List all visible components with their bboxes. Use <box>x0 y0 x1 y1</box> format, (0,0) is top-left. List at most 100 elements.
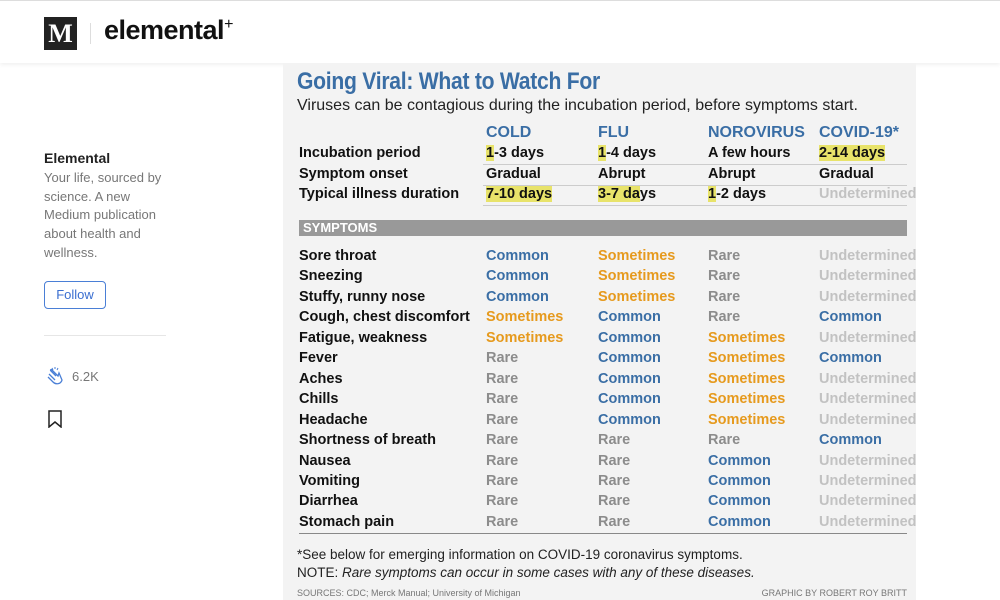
symptom-frequency: Sometimes <box>708 370 786 387</box>
sources: SOURCES: CDC; Merck Manual; University o… <box>297 588 521 598</box>
divider <box>90 23 91 44</box>
value: Abrupt <box>598 165 646 182</box>
overview-cell: A few hours <box>708 145 790 161</box>
symptom-label: Stuffy, runny nose <box>299 288 426 305</box>
row-divider <box>483 184 907 186</box>
symptom-frequency: Common <box>708 472 771 489</box>
overview-row: Typical illness duration 7-10 days 3-7 day… <box>299 186 917 206</box>
overview-cell: Gradual <box>486 166 541 182</box>
symptom-row: Stomach pain Rare Rare Common Undetermined <box>299 513 917 534</box>
value: -3 days <box>494 145 545 161</box>
symptom-frequency: Rare <box>486 493 519 510</box>
bookmark-button[interactable] <box>48 409 169 433</box>
symptom-label: Nausea <box>299 452 351 469</box>
symptom-label: Stomach pain <box>299 513 395 530</box>
publication-name[interactable]: Elemental <box>44 150 111 166</box>
medium-logo[interactable]: M <box>44 17 77 50</box>
symptoms-header: SYMPTOMS <box>299 220 907 236</box>
row-divider <box>483 164 907 165</box>
divider <box>44 334 166 336</box>
note-prefix: NOTE: <box>297 565 343 580</box>
publication-logo[interactable]: elemental+ <box>104 15 233 46</box>
symptom-label: Aches <box>299 370 343 387</box>
symptom-label: Headache <box>299 411 368 428</box>
symptom-frequency: Common <box>819 350 882 367</box>
symptom-frequency: Rare <box>598 513 631 530</box>
credit: GRAPHIC BY ROBERT ROY BRITT <box>761 588 907 598</box>
symptom-frequency: Sometimes <box>598 268 676 285</box>
symptom-frequency: Common <box>598 370 661 387</box>
symptom-label: Fatigue, weakness <box>299 329 428 346</box>
row-label: Symptom onset <box>299 165 408 182</box>
bookmark-icon[interactable] <box>48 409 62 429</box>
symptom-frequency: Common <box>819 309 882 326</box>
top-bar: M elemental+ <box>0 0 1000 63</box>
overview-cell: 1-2 days <box>708 186 766 202</box>
symptom-frequency: Undetermined <box>819 329 917 346</box>
highlighted-value: 3-7 da <box>598 186 640 202</box>
symptom-frequency: Common <box>598 309 661 326</box>
brand-text: elemental <box>104 15 225 45</box>
publication-sidebar: Elemental Your life, sourced by science.… <box>44 150 169 433</box>
symptom-frequency: Common <box>598 391 661 408</box>
symptom-row: Nausea Rare Rare Common Undetermined <box>299 452 917 473</box>
graphic-subtitle: Viruses can be contagious during the inc… <box>297 97 858 114</box>
infographic: Going Viral: What to Watch For Viruses c… <box>283 63 917 600</box>
symptom-frequency: Rare <box>486 391 519 408</box>
follow-button[interactable]: Follow <box>44 280 106 309</box>
row-label: Incubation period <box>299 145 421 161</box>
symptom-row: Fever Rare Common Sometimes Common <box>299 350 907 370</box>
symptom-frequency: Common <box>486 268 549 285</box>
symptom-frequency: Undetermined <box>819 370 917 387</box>
symptom-frequency: Rare <box>486 370 519 387</box>
symptom-frequency: Undetermined <box>819 513 917 530</box>
value: Gradual <box>819 165 874 182</box>
symptom-frequency: Sometimes <box>486 309 564 326</box>
publication-description: Your life, sourced by science. A new Med… <box>44 170 162 260</box>
symptom-label: Sneezing <box>299 268 363 285</box>
overview-cell: 2-14 days <box>819 145 886 161</box>
symptom-frequency: Undetermined <box>819 472 917 489</box>
column-header: COLD <box>486 124 532 141</box>
value: -2 days <box>716 186 767 202</box>
symptom-frequency: Sometimes <box>708 391 786 408</box>
symptom-row: Fatigue, weakness Sometimes Common Sometime… <box>299 329 917 350</box>
overview-cell: Abrupt <box>598 166 646 182</box>
symptom-frequency: Undetermined <box>819 411 917 428</box>
symptom-frequency: Common <box>598 350 661 367</box>
highlighted-value: 1 <box>486 145 495 161</box>
symptom-row: Sore throat Common Sometimes Rare Undetermin… <box>299 248 917 268</box>
symptom-frequency: Rare <box>708 288 741 305</box>
symptom-frequency: Common <box>598 411 661 428</box>
symptom-frequency: Common <box>598 329 661 346</box>
symptom-frequency: Rare <box>708 309 741 326</box>
column-header: NOROVIRUS <box>708 124 805 141</box>
note-text: Rare symptoms can occur in some cases wi… <box>342 565 755 580</box>
symptom-label: Shortness of breath <box>299 432 436 449</box>
symptom-frequency: Common <box>819 432 882 449</box>
symptom-frequency: Sometimes <box>708 329 786 346</box>
footnote: *See below for emerging information on C… <box>297 547 743 562</box>
symptom-frequency: Undetermined <box>819 248 917 264</box>
symptom-frequency: Sometimes <box>598 248 676 264</box>
brand-mark: + <box>224 16 233 33</box>
symptom-row: Chills Rare Common Sometimes Undetermined <box>299 391 917 411</box>
symptom-frequency: Undetermined <box>819 288 917 305</box>
symptom-row: Cough, chest discomfort Sometimes Common Ra… <box>299 309 907 329</box>
column-header: COVID-19* <box>819 124 900 141</box>
overview-cell: Abrupt <box>708 166 756 182</box>
symptom-frequency: Sometimes <box>486 329 564 346</box>
symptom-frequency: Common <box>486 288 549 305</box>
symptom-row: Aches Rare Common Sometimes Undetermined <box>299 370 917 391</box>
symptom-row: Headache Rare Common Sometimes Undetermined <box>299 411 917 432</box>
clap-button[interactable]: 6.2K <box>44 366 169 388</box>
symptom-label: Fever <box>299 350 338 367</box>
clap-count: 6.2K <box>72 369 99 385</box>
value: -4 days <box>606 145 657 161</box>
symptom-label: Chills <box>299 391 339 408</box>
overview-cell: Gradual <box>819 166 874 182</box>
symptom-frequency: Rare <box>708 268 741 285</box>
symptom-frequency: Undetermined <box>819 268 917 285</box>
clap-icon[interactable] <box>44 366 66 388</box>
symptom-frequency: Sometimes <box>708 411 786 428</box>
